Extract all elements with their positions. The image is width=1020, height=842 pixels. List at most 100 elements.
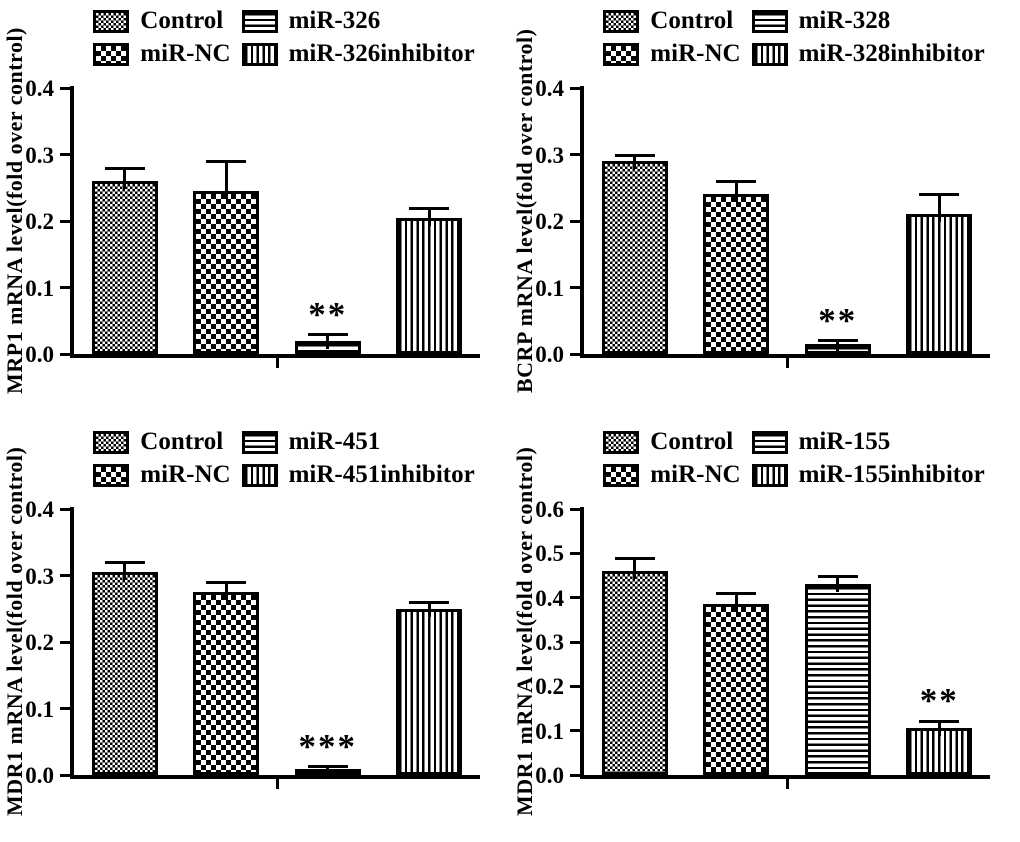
- y-tick-label: 0.4: [535, 585, 564, 611]
- error-bar-cap: [817, 574, 858, 578]
- legend-swatch-control: [93, 9, 130, 33]
- chart-panel-bottom-right: MDR1 mRNA level(fold over control) Contr…: [510, 421, 1020, 842]
- y-tick: [570, 286, 580, 289]
- y-tick-label: 0.0: [25, 342, 54, 367]
- bar-control: [601, 571, 668, 775]
- legend-label-mir-451inhibitor: miR-451inhibitor: [288, 461, 475, 489]
- bar-mir-451inhibitor: [396, 608, 463, 775]
- x-axis: [580, 775, 990, 779]
- y-axis: [70, 507, 74, 779]
- error-bar-stem: [326, 334, 330, 349]
- x-axis: [70, 354, 480, 358]
- error-bar-cap: [919, 193, 960, 197]
- legend-swatch-mir-nc: [93, 42, 130, 66]
- legend: Control miR-326 miR-NC miR-326inhibitor: [64, 7, 504, 68]
- y-tick-label: 0.3: [25, 563, 54, 589]
- legend-label-mir-nc: miR-NC: [140, 461, 231, 489]
- error-bar-cap: [614, 556, 655, 560]
- legend-label-mir-326: miR-326: [288, 7, 381, 34]
- legend-swatch-mir-328inhibitor: [751, 42, 788, 66]
- error-bar-stem: [633, 557, 637, 580]
- y-axis: [580, 507, 584, 779]
- bar-mir-155: [804, 584, 871, 775]
- error-bar-cap: [614, 153, 655, 157]
- legend-swatch-control: [93, 430, 130, 454]
- y-tick: [60, 773, 70, 777]
- y-tick: [60, 153, 70, 156]
- y-axis: [70, 86, 74, 358]
- bar-mir-nc: [193, 592, 260, 775]
- error-bar-stem: [427, 207, 431, 226]
- legend-label-control: Control: [650, 428, 734, 455]
- legend-label-mir-328: miR-328: [798, 7, 891, 34]
- error-bar-stem: [734, 181, 738, 203]
- bar-control: [601, 161, 668, 354]
- error-bar-cap: [716, 180, 757, 184]
- error-bar-cap: [919, 719, 960, 723]
- x-axis: [70, 775, 480, 779]
- y-tick-label: 0.0: [535, 342, 564, 367]
- y-tick-label: 0.2: [535, 209, 564, 234]
- legend: Control miR-155 miR-NC miR-155inhibitor: [574, 428, 1014, 489]
- y-tick-label: 0.6: [535, 497, 564, 522]
- y-tick: [570, 551, 580, 555]
- bar-control: [91, 572, 158, 775]
- y-tick-label: 0.3: [535, 142, 564, 168]
- y-tick: [570, 684, 580, 688]
- error-bar-cap: [817, 339, 858, 343]
- y-tick: [60, 86, 70, 90]
- error-bar-stem: [123, 562, 127, 581]
- bar-mir-328inhibitor: [906, 214, 973, 354]
- plot-area: 0.0 0.1 0.2 0.3 0.4 **: [535, 77, 990, 368]
- x-axis: [580, 354, 990, 358]
- error-bar-stem: [836, 575, 840, 593]
- y-tick: [60, 286, 70, 289]
- legend: Control miR-451 miR-NC miR-451inhibitor: [64, 428, 504, 489]
- plot-area: 0.0 0.1 0.2 0.3 0.4 ***: [25, 498, 480, 789]
- y-tick: [570, 640, 580, 644]
- y-tick-label: 0.2: [535, 674, 564, 700]
- y-tick-label: 0.1: [25, 275, 54, 301]
- bar-mir-326inhibitor: [396, 217, 463, 354]
- legend-swatch-mir-451inhibitor: [241, 463, 278, 487]
- legend-label-mir-nc: miR-NC: [140, 40, 231, 68]
- legend-swatch-mir-328: [751, 9, 788, 33]
- legend-label-mir-155: miR-155: [798, 428, 891, 455]
- legend-label-mir-nc: miR-NC: [650, 40, 741, 68]
- y-tick-label: 0.3: [535, 630, 564, 655]
- legend-label-mir-155inhibitor: miR-155inhibitor: [798, 461, 985, 489]
- y-tick-label: 0.4: [25, 76, 54, 101]
- error-bar-stem: [937, 720, 941, 737]
- error-bar-cap: [409, 601, 450, 605]
- error-bar-stem: [123, 167, 127, 190]
- error-bar-stem: [633, 154, 637, 170]
- legend-label-mir-nc: miR-NC: [650, 461, 741, 489]
- error-bar-stem: [224, 161, 228, 200]
- y-tick-label: 0.4: [25, 497, 54, 522]
- error-bar-cap: [716, 592, 757, 596]
- bar-control: [91, 181, 158, 354]
- legend-swatch-mir-155inhibitor: [751, 463, 788, 487]
- legend-swatch-control: [603, 430, 640, 454]
- x-axis-center-tick: [276, 779, 279, 789]
- error-bar-cap: [307, 333, 348, 337]
- y-tick: [570, 153, 580, 156]
- error-bar-stem: [937, 194, 941, 223]
- legend-label-control: Control: [140, 7, 224, 34]
- error-bar-stem: [326, 766, 330, 778]
- legend-swatch-mir-451: [241, 430, 278, 454]
- y-tick: [570, 86, 580, 90]
- y-tick-label: 0.3: [25, 142, 54, 168]
- error-bar-stem: [836, 340, 840, 353]
- y-tick-label: 0.2: [25, 630, 54, 655]
- error-bar-cap: [104, 166, 145, 170]
- y-tick: [60, 219, 70, 223]
- y-tick: [60, 640, 70, 644]
- x-axis-center-tick: [786, 358, 789, 368]
- y-tick: [570, 352, 580, 356]
- error-bar-cap: [307, 765, 348, 769]
- bar-mir-nc: [703, 194, 770, 354]
- y-tick-label: 0.1: [535, 718, 564, 744]
- error-bar-stem: [734, 593, 738, 613]
